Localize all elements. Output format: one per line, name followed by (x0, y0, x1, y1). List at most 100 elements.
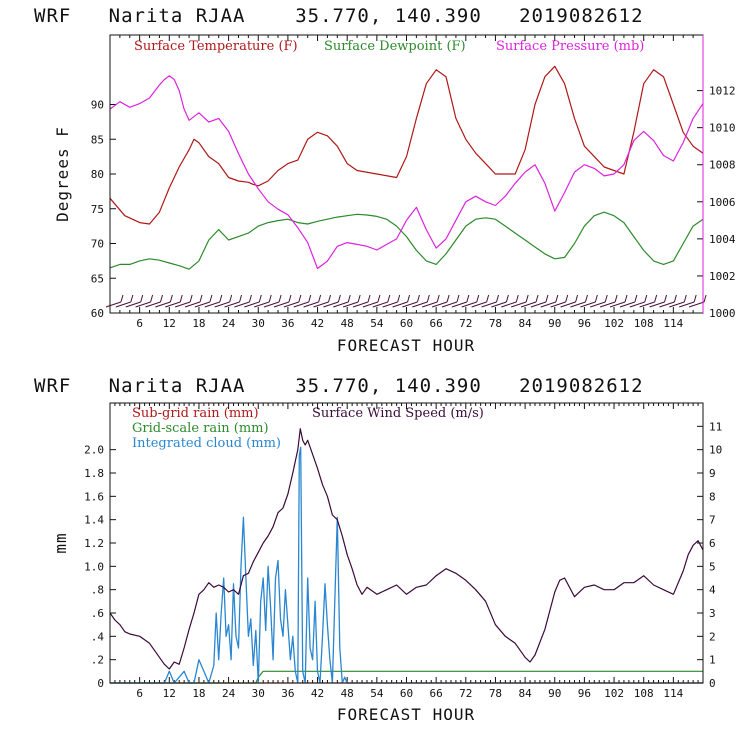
bottom-y-tick-label: 1.4 (84, 514, 104, 527)
top-wind-barb-flag (673, 294, 677, 303)
top-wind-barb-flag (347, 294, 351, 303)
top-wind-barb-shaft (520, 301, 537, 308)
top-wind-barb-flag (337, 294, 341, 303)
bottom-y-tick-label: .6 (91, 607, 104, 620)
bottom-y2-tick-label: 11 (709, 420, 722, 433)
top-wind-barb-flag (288, 294, 292, 303)
top-wind-barb-shaft (481, 301, 497, 308)
top-wind-barb-shaft (174, 301, 191, 308)
top-y2-tick-label: 1002 (709, 270, 736, 283)
top-wind-barb-flag (179, 294, 183, 303)
top-x-tick-label: 114 (663, 317, 683, 330)
top-wind-barb-shaft (244, 301, 260, 308)
top-wind-barb-flag (120, 294, 124, 303)
top-y-tick-label: 65 (91, 272, 104, 285)
top-wind-barb-shaft (372, 301, 388, 308)
top-y2-tick-label: 1006 (709, 196, 736, 209)
top-wind-barb-shaft (362, 301, 379, 308)
bottom-x-tick-label: 102 (604, 687, 624, 700)
bottom-legend-integrated-cloud: Integrated cloud (mm) (132, 436, 281, 451)
top-legend-temperature: Surface Temperature (F) (134, 39, 298, 54)
bottom-x-tick-label: 66 (430, 687, 443, 700)
top-wind-barb-flag (555, 294, 559, 303)
bottom-y-tick-label: .2 (91, 654, 104, 667)
top-wind-barb-shaft (342, 301, 359, 308)
top-y2-tick-label: 1010 (709, 122, 736, 135)
top-wind-barb-shaft (273, 301, 290, 308)
bottom-x-tick-label: 54 (370, 687, 384, 700)
top-wind-barb-flag (644, 294, 648, 303)
top-wind-barb-shaft (382, 301, 398, 308)
bottom-y2-tick-label: 4 (709, 584, 716, 597)
top-wind-barb-shaft (224, 301, 240, 308)
top-x-tick-label: 78 (489, 317, 502, 330)
top-x-tick-label: 30 (252, 317, 265, 330)
bottom-y-tick-label: 1.0 (84, 560, 104, 573)
top-y-axis-label: Degrees F (53, 126, 72, 222)
top-wind-barb-flag (377, 294, 381, 303)
top-wind-barb-shaft (560, 301, 576, 308)
top-wind-barb-shaft (629, 301, 645, 308)
top-wind-barb-flag (614, 294, 618, 303)
bottom-x-tick-label: 114 (663, 687, 683, 700)
top-x-tick-label: 108 (634, 317, 654, 330)
top-wind-barb-shaft (125, 301, 141, 308)
top-wind-barb-shaft (451, 301, 468, 308)
top-wind-barb-flag (466, 294, 470, 303)
bottom-y2-tick-label: 1 (709, 654, 716, 667)
top-y-tick-label: 85 (91, 133, 104, 146)
top-wind-barb-shaft (649, 301, 665, 308)
top-x-tick-label: 84 (518, 317, 532, 330)
top-wind-barb-flag (525, 294, 529, 303)
top-wind-barb-shaft (540, 301, 556, 308)
top-wind-barb-flag (268, 294, 272, 303)
top-wind-barb-shaft (214, 301, 230, 308)
bottom-y-tick-label: .4 (91, 630, 105, 643)
bottom-series-surface-wind-speed-m-s (109, 428, 704, 670)
top-wind-barb-shaft (639, 301, 655, 308)
top-wind-barb-shaft (599, 301, 616, 308)
top-wind-barb-shaft (194, 301, 211, 308)
bottom-legend-wind-speed: Surface Wind Speed (m/s) (312, 406, 484, 421)
bottom-x-tick-label: 96 (578, 687, 591, 700)
top-x-tick-label: 54 (370, 317, 384, 330)
bottom-x-tick-label: 78 (489, 687, 502, 700)
top-wind-barb-flag (426, 294, 430, 303)
bottom-x-tick-label: 60 (400, 687, 413, 700)
bottom-y2-tick-label: 7 (709, 514, 716, 527)
top-wind-barb-shaft (402, 301, 418, 308)
bottom-y-tick-label: 2.0 (84, 444, 104, 457)
top-wind-barb-shaft (609, 301, 626, 308)
top-wind-barb-shaft (580, 301, 596, 308)
bottom-y2-tick-label: 9 (709, 467, 716, 480)
top-wind-barb-flag (575, 294, 579, 303)
top-wind-barb-shaft (669, 301, 685, 308)
top-x-tick-label: 60 (400, 317, 413, 330)
top-x-tick-label: 72 (459, 317, 472, 330)
top-x-tick-label: 96 (578, 317, 591, 330)
bottom-plot-frame (109, 402, 704, 684)
top-wind-barb-shaft (491, 301, 507, 308)
top-wind-barb-flag (476, 294, 480, 303)
top-wind-barb-flag (624, 294, 628, 303)
top-wind-barb-flag (239, 294, 243, 303)
top-wind-barb-flag (387, 294, 391, 303)
top-wind-barb-flag (248, 294, 252, 303)
top-wind-barb-shaft (392, 301, 408, 308)
top-x-tick-label: 102 (604, 317, 624, 330)
top-x-tick-label: 90 (548, 317, 561, 330)
bottom-x-tick-label: 6 (136, 687, 143, 700)
top-wind-barb-flag (634, 294, 638, 303)
top-wind-barb-flag (654, 294, 658, 303)
top-wind-barb-shaft (155, 301, 171, 308)
top-y-tick-label: 90 (91, 99, 104, 112)
top-series-surface-temperature-f (109, 65, 704, 225)
top-series-surface-pressure-mb (109, 75, 704, 270)
top-wind-barb-flag (683, 294, 687, 303)
top-series-surface-dewpoint-f (109, 211, 704, 270)
top-wind-barb-flag (357, 294, 361, 303)
bottom-x-tick-label: 108 (634, 687, 654, 700)
top-wind-barb-flag (189, 294, 193, 303)
top-legend: Surface Temperature (F) Surface Dewpoint… (134, 39, 644, 54)
